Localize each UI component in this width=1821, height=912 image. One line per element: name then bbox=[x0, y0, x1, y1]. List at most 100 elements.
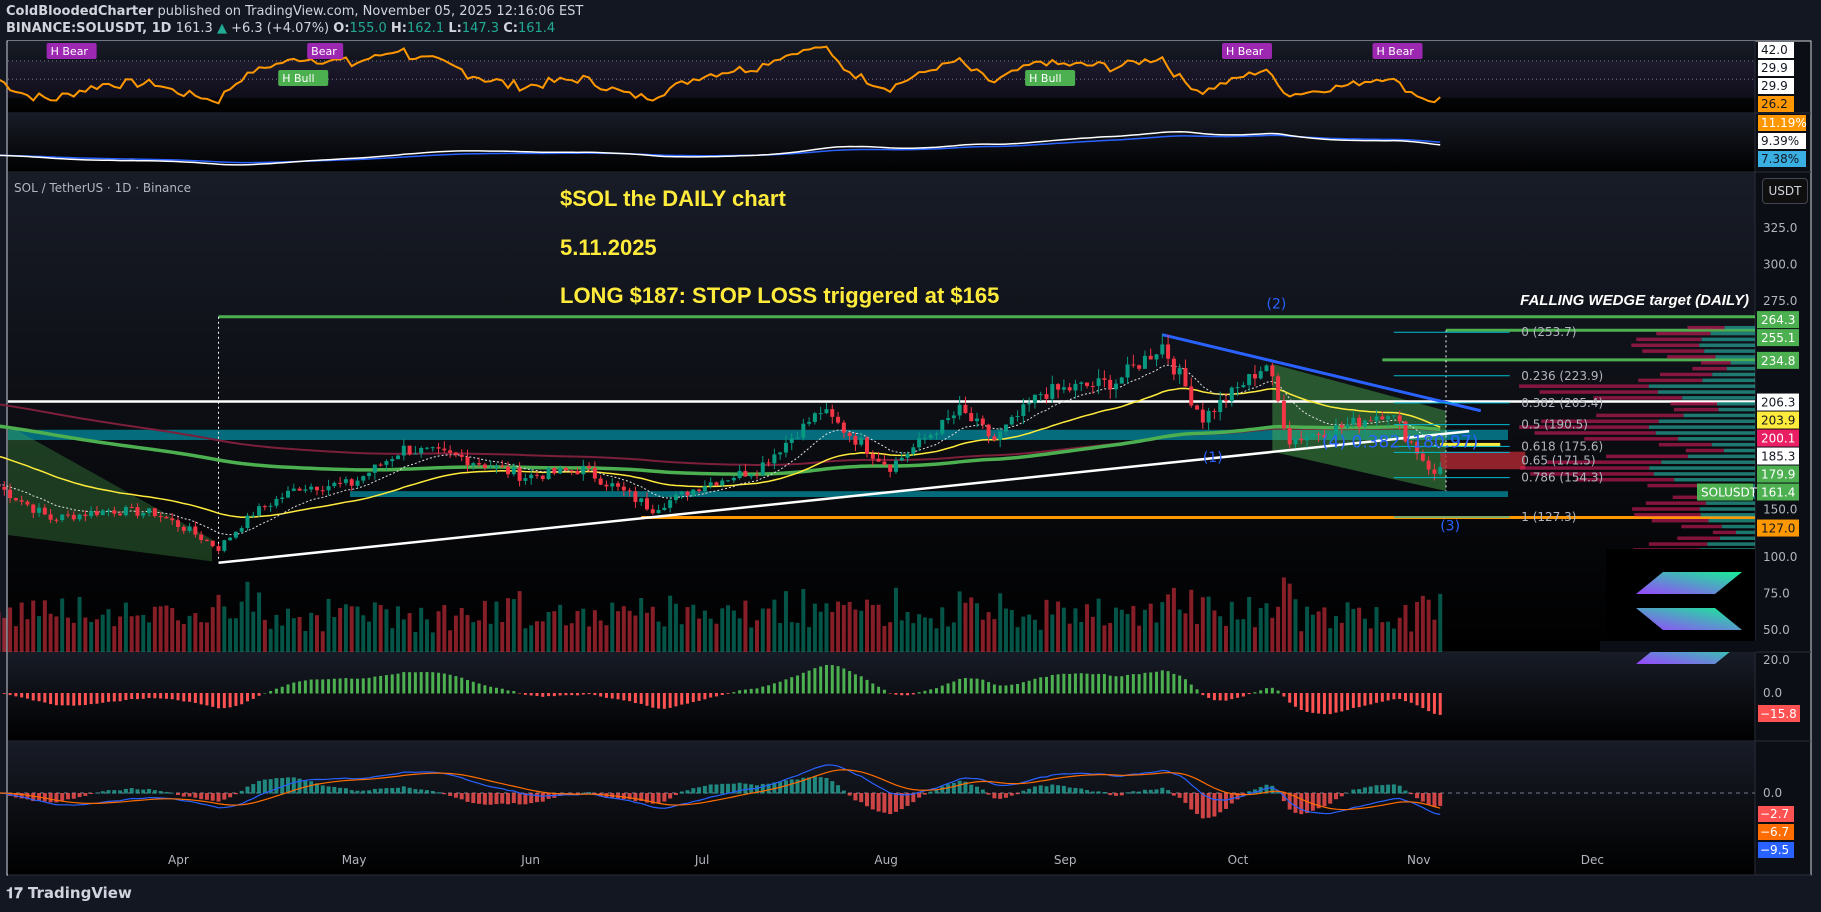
volume-bar bbox=[1160, 602, 1165, 652]
volume-bar bbox=[668, 595, 673, 652]
candle bbox=[500, 465, 505, 467]
volume-bar bbox=[112, 626, 117, 652]
rsi-axis-label: 29.9 bbox=[1761, 79, 1788, 93]
volume-bar bbox=[529, 625, 534, 652]
candle bbox=[760, 462, 765, 476]
candle bbox=[726, 480, 731, 482]
volume-bar bbox=[1119, 609, 1124, 652]
histogram-bar bbox=[749, 688, 753, 694]
macd-histogram-bar bbox=[77, 793, 82, 798]
candle bbox=[934, 433, 939, 435]
volume-profile-bar bbox=[1681, 524, 1722, 529]
candle bbox=[1391, 415, 1396, 417]
macd-histogram-bar bbox=[1351, 789, 1356, 794]
histogram-bar bbox=[471, 681, 475, 694]
histogram-bar bbox=[228, 693, 232, 708]
histogram-bar bbox=[714, 693, 718, 697]
histogram-bar bbox=[477, 683, 481, 694]
candle bbox=[905, 453, 910, 458]
candle bbox=[204, 539, 209, 541]
volume-profile-bar bbox=[1720, 536, 1755, 540]
volume-bar bbox=[500, 621, 505, 652]
volume-bar bbox=[1403, 604, 1408, 652]
candle bbox=[193, 526, 198, 535]
histogram-bar bbox=[1230, 693, 1234, 700]
candle bbox=[720, 480, 725, 486]
volume-bar bbox=[807, 627, 812, 652]
candle bbox=[610, 483, 615, 487]
volume-bar bbox=[546, 611, 551, 652]
histogram-bar bbox=[1415, 693, 1419, 706]
macd-histogram-bar bbox=[494, 793, 499, 805]
candle bbox=[818, 413, 823, 415]
volume-bar bbox=[83, 617, 88, 652]
macd-histogram-bar bbox=[158, 791, 163, 794]
volume-profile-bar bbox=[1593, 396, 1683, 400]
volume-bar bbox=[1056, 601, 1061, 652]
macd-badge-label: −6.7 bbox=[1760, 825, 1789, 839]
candle bbox=[882, 461, 887, 465]
macd-badge bbox=[1758, 806, 1794, 822]
histogram-bar bbox=[1409, 693, 1413, 703]
histogram-bar bbox=[1247, 693, 1251, 695]
candle bbox=[940, 419, 945, 434]
candle bbox=[1299, 438, 1304, 441]
volume-profile-bar bbox=[1712, 530, 1737, 535]
candle bbox=[870, 453, 875, 459]
volume-bar bbox=[176, 620, 180, 652]
volume-bar bbox=[847, 601, 852, 652]
histogram-bar bbox=[54, 693, 58, 706]
macd-badge bbox=[1758, 824, 1794, 840]
candle bbox=[865, 437, 870, 454]
candle bbox=[1108, 379, 1113, 390]
macd-histogram-bar bbox=[436, 792, 441, 794]
candle bbox=[1316, 434, 1321, 436]
macd-histogram-bar bbox=[372, 788, 377, 794]
candle bbox=[627, 490, 632, 492]
candle bbox=[1403, 421, 1408, 442]
volume-bar bbox=[488, 623, 493, 652]
macd-histogram-bar bbox=[1096, 791, 1101, 794]
volume-profile-bar bbox=[1658, 442, 1712, 447]
candle bbox=[1044, 394, 1049, 399]
volume-bar bbox=[998, 593, 1003, 652]
macd-histogram-bar bbox=[963, 781, 968, 794]
macd-histogram-bar bbox=[89, 793, 94, 794]
candle bbox=[1287, 428, 1292, 445]
macd-histogram-bar bbox=[940, 786, 945, 794]
histogram-bar bbox=[940, 685, 944, 694]
macd-histogram-bar bbox=[31, 793, 36, 802]
histogram-bar bbox=[298, 681, 302, 694]
histogram-bar bbox=[269, 691, 273, 694]
candle bbox=[123, 507, 128, 516]
volume-bar bbox=[639, 598, 644, 652]
macd-histogram-bar bbox=[1380, 785, 1385, 794]
wedge-upper-trendline bbox=[1161, 333, 1482, 413]
stop-zone bbox=[1440, 451, 1526, 470]
histogram-bar bbox=[1155, 671, 1159, 694]
tradingview-logo[interactable]: 𝟏𝟕 TradingView bbox=[6, 884, 132, 902]
volume-bar bbox=[824, 603, 829, 652]
author[interactable]: ColdBloodedCharter bbox=[6, 4, 154, 19]
volume-bar bbox=[1426, 599, 1431, 652]
pane2-badge bbox=[1758, 115, 1806, 131]
volume-bar bbox=[1374, 607, 1379, 652]
currency-button[interactable]: USDT bbox=[1762, 178, 1808, 204]
volume-bar bbox=[1061, 607, 1066, 652]
rsi-divergence-badge bbox=[46, 43, 97, 59]
rsi-divergence-label: H Bull bbox=[282, 72, 314, 85]
candle bbox=[1374, 416, 1379, 421]
volume-profile-bar bbox=[1655, 431, 1755, 435]
candle bbox=[297, 488, 302, 491]
volume-bar bbox=[471, 622, 476, 652]
histogram-bar bbox=[1050, 674, 1054, 694]
rsi-axis-badge bbox=[1758, 60, 1794, 76]
macd-histogram-bar bbox=[257, 780, 262, 794]
price-badge bbox=[1757, 429, 1799, 447]
histogram-bar bbox=[460, 677, 464, 694]
volume-bar bbox=[928, 618, 933, 652]
candle bbox=[181, 526, 186, 531]
volume-bar bbox=[697, 618, 702, 652]
volume-bar bbox=[783, 591, 788, 652]
